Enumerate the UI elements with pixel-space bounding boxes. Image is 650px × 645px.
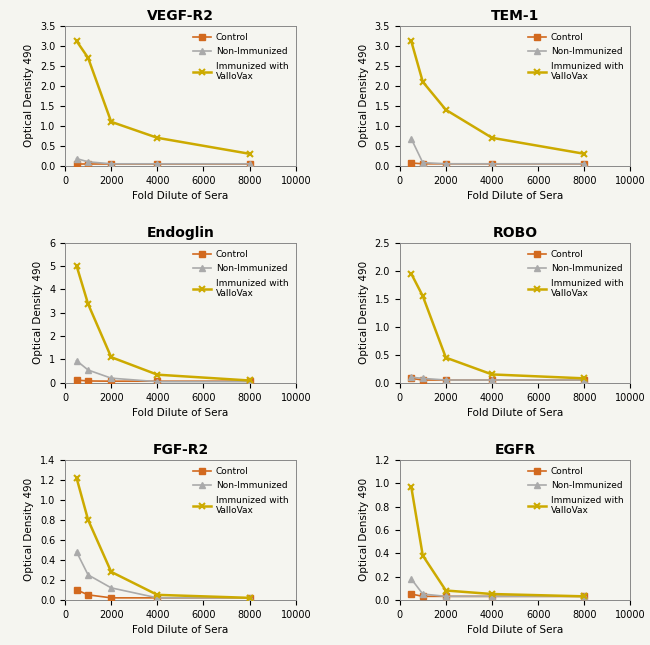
Legend: Control, Non-Immunized, Immunized with
ValloVax: Control, Non-Immunized, Immunized with V… [525,464,626,518]
Y-axis label: Optical Density 490: Optical Density 490 [24,45,34,147]
Legend: Control, Non-Immunized, Immunized with
ValloVax: Control, Non-Immunized, Immunized with V… [190,464,291,518]
Title: EGFR: EGFR [495,443,536,457]
Title: VEGF-R2: VEGF-R2 [147,9,214,23]
Title: ROBO: ROBO [493,226,538,241]
X-axis label: Fold Dilute of Sera: Fold Dilute of Sera [133,625,229,635]
Title: FGF-R2: FGF-R2 [152,443,209,457]
Y-axis label: Optical Density 490: Optical Density 490 [359,261,369,364]
X-axis label: Fold Dilute of Sera: Fold Dilute of Sera [467,408,563,418]
X-axis label: Fold Dilute of Sera: Fold Dilute of Sera [133,191,229,201]
Y-axis label: Optical Density 490: Optical Density 490 [33,261,44,364]
Legend: Control, Non-Immunized, Immunized with
ValloVax: Control, Non-Immunized, Immunized with V… [190,247,291,301]
Title: Endoglin: Endoglin [146,226,214,241]
Y-axis label: Optical Density 490: Optical Density 490 [359,45,369,147]
X-axis label: Fold Dilute of Sera: Fold Dilute of Sera [467,625,563,635]
Legend: Control, Non-Immunized, Immunized with
ValloVax: Control, Non-Immunized, Immunized with V… [525,247,626,301]
Y-axis label: Optical Density 490: Optical Density 490 [24,479,34,581]
X-axis label: Fold Dilute of Sera: Fold Dilute of Sera [133,408,229,418]
Y-axis label: Optical Density 490: Optical Density 490 [359,479,369,581]
Title: TEM-1: TEM-1 [491,9,540,23]
Legend: Control, Non-Immunized, Immunized with
ValloVax: Control, Non-Immunized, Immunized with V… [190,30,291,84]
Legend: Control, Non-Immunized, Immunized with
ValloVax: Control, Non-Immunized, Immunized with V… [525,30,626,84]
X-axis label: Fold Dilute of Sera: Fold Dilute of Sera [467,191,563,201]
